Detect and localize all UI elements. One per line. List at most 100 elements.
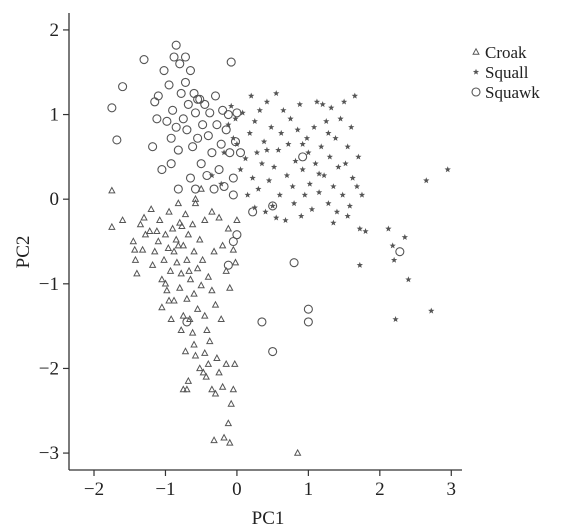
squall-point [292, 157, 299, 164]
croak-point [198, 255, 207, 263]
squall-point [428, 307, 435, 314]
squall-point [318, 143, 325, 150]
squawk-point [112, 135, 122, 145]
croak-point [226, 438, 234, 446]
squawk-point [166, 159, 176, 169]
squawk-point [257, 317, 267, 327]
squall-point [349, 174, 356, 181]
squall-point [405, 276, 412, 283]
croak-point [188, 220, 197, 228]
squawk-point [303, 317, 313, 327]
squall-point [255, 185, 262, 192]
squall-point [268, 123, 275, 130]
squall-point [232, 115, 239, 122]
squawk-point [166, 133, 176, 143]
squawk-point [228, 236, 238, 247]
croak-point [108, 222, 116, 230]
y-tick-label: −3 [39, 443, 59, 464]
squawk-point [268, 346, 278, 357]
croak-point [153, 227, 161, 235]
croak-point [196, 235, 204, 243]
croak-point [179, 311, 188, 319]
croak-point [176, 218, 184, 226]
squall-point [305, 149, 312, 156]
squall-point [315, 189, 323, 196]
croak-point [141, 230, 150, 238]
squall-point [290, 200, 298, 207]
croak-point [154, 237, 163, 245]
squall-point [258, 160, 266, 167]
squawk-point [289, 258, 299, 268]
croak-point [201, 311, 209, 319]
legend-star-symbol [472, 68, 480, 75]
squawk-point [395, 247, 405, 257]
legend-circle-symbol [471, 87, 481, 97]
squall-point [242, 155, 249, 162]
squawk-point [268, 201, 278, 211]
squall-point [328, 104, 335, 111]
squall-point [280, 107, 287, 113]
squall-point [249, 174, 256, 181]
croak-point [226, 283, 234, 291]
squawk-point [175, 59, 185, 69]
squall-point [278, 129, 285, 136]
squawk-point [303, 304, 313, 314]
squall-point [275, 146, 282, 153]
squall-point [228, 102, 235, 109]
croak-point [210, 247, 218, 255]
squall-point [401, 233, 408, 240]
squawk-point [226, 57, 236, 67]
croak-point [208, 207, 216, 215]
squall-point [285, 140, 292, 147]
squawk-point [148, 142, 158, 152]
croak-point [202, 372, 210, 380]
x-tick-label: 2 [375, 479, 385, 500]
squawk-point [162, 116, 172, 126]
squall-point [308, 206, 316, 213]
squall-point [276, 191, 283, 198]
squawk-point [193, 94, 203, 104]
squawk-point [182, 125, 192, 135]
croak-point [227, 399, 235, 407]
squall-point [325, 129, 332, 136]
squall-point [351, 92, 358, 99]
x-tick-label: 3 [447, 479, 457, 500]
croak-point [131, 245, 139, 253]
squall-point [362, 228, 369, 235]
squawk-point [212, 120, 222, 130]
squawk-point [159, 65, 169, 76]
croak-point [190, 247, 198, 255]
croak-point [138, 245, 147, 253]
squawk-point [190, 184, 201, 194]
croak-point [183, 385, 191, 393]
squall-point [332, 134, 339, 141]
x-tick-label: 1 [304, 479, 314, 500]
y-tick-label: −2 [39, 358, 59, 379]
croak-point [179, 241, 188, 249]
squawk-point [118, 82, 128, 92]
croak-point [191, 199, 200, 207]
squall-point [313, 98, 321, 105]
croak-point [224, 224, 233, 232]
squawk-point [198, 120, 208, 130]
squawk-point [164, 80, 174, 90]
squall-point [269, 202, 276, 209]
squall-point [233, 140, 241, 147]
squall-point [344, 143, 351, 150]
squawk-point [230, 137, 241, 147]
squall-point [289, 183, 296, 190]
croak-point [199, 368, 208, 376]
croak-point [220, 433, 228, 441]
squawk-point [223, 110, 233, 120]
squall-point [323, 118, 330, 124]
squall-point [348, 123, 355, 130]
legend-label-croak: Croak [485, 43, 527, 62]
squall-point [389, 242, 396, 249]
squall-point [392, 316, 399, 323]
squawk-point [152, 114, 162, 124]
squall-point [270, 163, 278, 170]
squawk-point [185, 65, 196, 76]
squawk-point [218, 105, 228, 115]
croak-point [147, 205, 155, 213]
croak-point [210, 436, 218, 444]
